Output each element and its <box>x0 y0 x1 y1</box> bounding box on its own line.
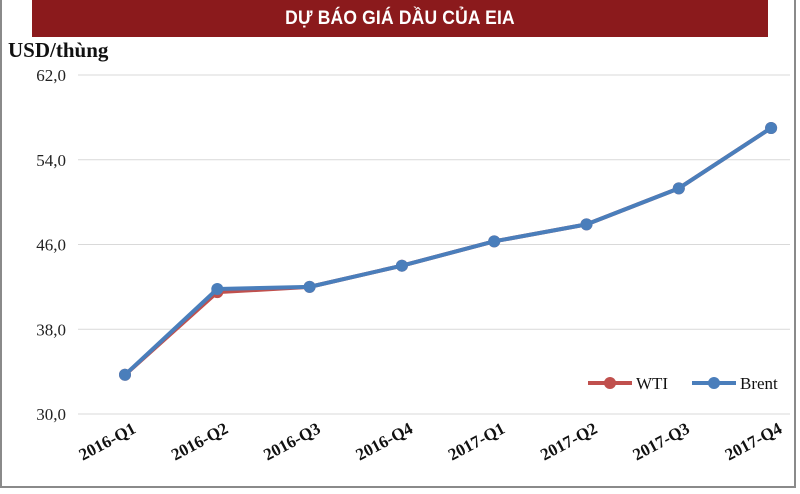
y-tick-label: 30,0 <box>36 405 66 424</box>
data-point[interactable] <box>580 218 593 231</box>
y-axis-ticks: 62,0 54,0 46,0 38,0 30,0 <box>36 66 66 424</box>
chart-title: DỰ BÁO GIÁ DẦU CỦA EIA <box>32 0 768 37</box>
x-tick-label: 2016-Q1 <box>76 419 139 465</box>
x-tick-label: 2017-Q2 <box>537 419 600 465</box>
legend-label: WTI <box>636 374 668 393</box>
y-axis-unit-label: USD/thùng <box>8 38 109 62</box>
legend-item-brent[interactable]: Brent <box>692 374 778 393</box>
data-point[interactable] <box>488 235 501 248</box>
x-tick-label: 2017-Q4 <box>722 419 786 465</box>
legend-marker-icon <box>708 377 720 389</box>
data-point[interactable] <box>765 121 778 134</box>
data-point[interactable] <box>395 259 408 272</box>
x-tick-label: 2016-Q2 <box>168 419 231 465</box>
gridlines <box>78 74 790 415</box>
data-point[interactable] <box>211 282 224 295</box>
legend: WTI Brent <box>588 374 778 393</box>
x-tick-label: 2017-Q3 <box>630 419 693 465</box>
data-point[interactable] <box>672 182 685 195</box>
y-tick-label: 62,0 <box>36 66 66 85</box>
data-point[interactable] <box>303 280 316 293</box>
y-tick-label: 46,0 <box>36 236 66 255</box>
series-lines <box>119 121 778 381</box>
x-tick-label: 2017-Q1 <box>445 419 508 465</box>
series-brent <box>119 121 778 381</box>
x-axis-ticks: 2016-Q1 2016-Q2 2016-Q3 2016-Q4 2017-Q1 2017-… <box>76 419 786 465</box>
data-point[interactable] <box>119 368 131 381</box>
x-tick-label: 2016-Q3 <box>260 419 323 465</box>
legend-item-wti[interactable]: WTI <box>588 374 668 393</box>
y-tick-label: 38,0 <box>36 320 66 339</box>
series-wti <box>119 121 778 381</box>
x-tick-label: 2016-Q4 <box>353 419 417 465</box>
legend-label: Brent <box>740 374 778 393</box>
legend-marker-icon <box>604 377 616 389</box>
y-tick-label: 54,0 <box>36 151 66 170</box>
